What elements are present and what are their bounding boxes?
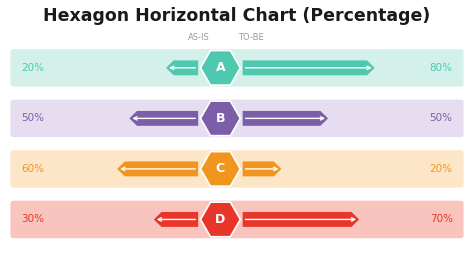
Polygon shape (129, 111, 198, 126)
FancyBboxPatch shape (10, 99, 464, 137)
Text: Hexagon Horizontal Chart (Percentage): Hexagon Horizontal Chart (Percentage) (44, 7, 430, 25)
Text: TO-BE: TO-BE (238, 33, 264, 42)
Text: C: C (216, 163, 225, 175)
Polygon shape (243, 212, 359, 227)
FancyBboxPatch shape (10, 150, 464, 188)
Polygon shape (154, 212, 198, 227)
Polygon shape (243, 161, 282, 176)
Polygon shape (243, 111, 328, 126)
Text: 20%: 20% (429, 164, 453, 174)
Text: AS-IS: AS-IS (188, 33, 210, 42)
Polygon shape (166, 60, 198, 75)
Polygon shape (201, 202, 240, 237)
Polygon shape (117, 161, 198, 176)
FancyBboxPatch shape (10, 49, 464, 87)
Text: 20%: 20% (21, 63, 45, 73)
Polygon shape (243, 60, 374, 75)
Text: 80%: 80% (429, 63, 453, 73)
Polygon shape (201, 51, 240, 85)
FancyBboxPatch shape (10, 201, 464, 238)
Text: B: B (216, 112, 225, 125)
Text: A: A (216, 61, 225, 74)
Text: 50%: 50% (429, 113, 453, 123)
Polygon shape (201, 101, 240, 136)
Text: 50%: 50% (21, 113, 45, 123)
Polygon shape (201, 152, 240, 186)
Text: 70%: 70% (429, 214, 453, 225)
Text: 30%: 30% (21, 214, 45, 225)
Text: D: D (215, 213, 226, 226)
Text: 60%: 60% (21, 164, 45, 174)
